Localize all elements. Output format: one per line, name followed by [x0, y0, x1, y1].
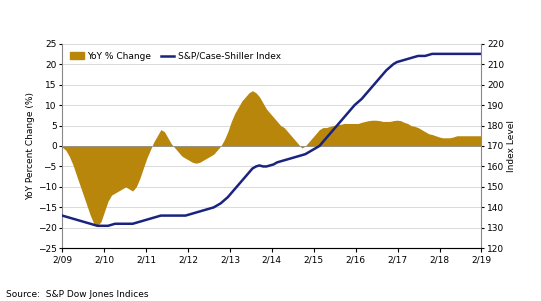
- Text: S&P Case-Shiller 20-City Home Price Index: S&P Case-Shiller 20-City Home Price Inde…: [6, 11, 326, 24]
- Y-axis label: YoY Percent Change (%): YoY Percent Change (%): [26, 92, 35, 200]
- Y-axis label: Index Level: Index Level: [507, 120, 516, 172]
- Legend: YoY % Change, S&P/Case-Shiller Index: YoY % Change, S&P/Case-Shiller Index: [67, 48, 285, 64]
- Text: Source:  S&P Dow Jones Indices: Source: S&P Dow Jones Indices: [6, 290, 149, 299]
